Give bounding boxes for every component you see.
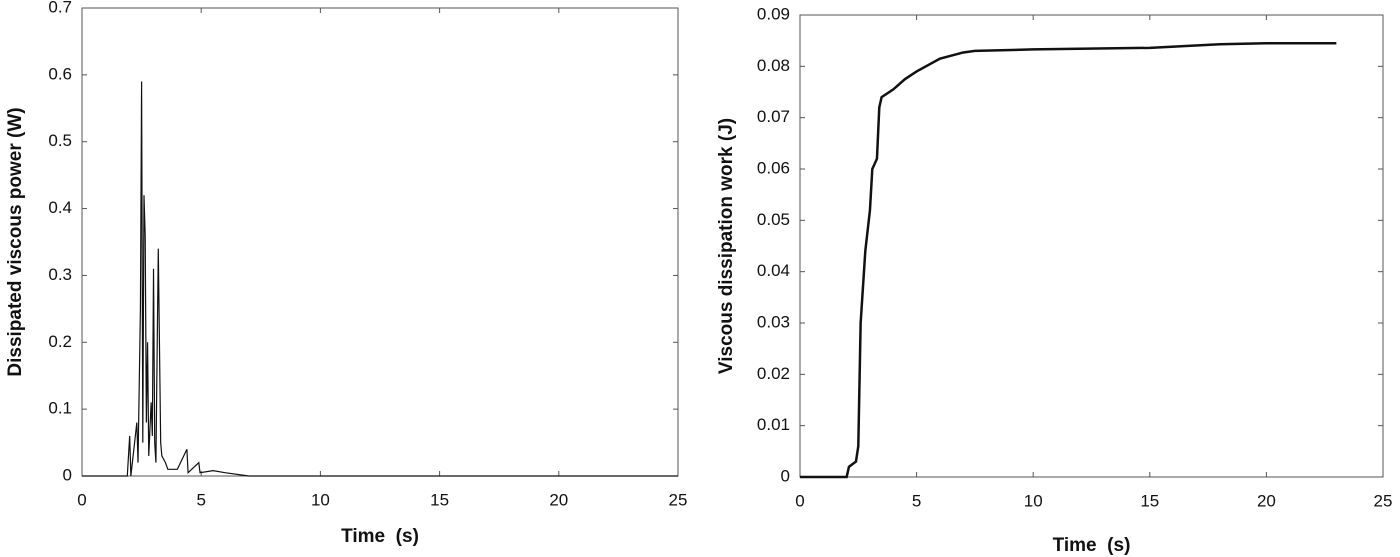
y-tick-label: 0 (781, 466, 790, 485)
x-tick-label: 0 (77, 490, 86, 509)
x-tick-label: 5 (912, 491, 921, 510)
y-tick-label: 0.1 (48, 399, 72, 418)
data-line (800, 41, 1337, 479)
x-axis-label: Time (s) (1053, 535, 1131, 556)
y-tick-label: 0.04 (757, 261, 790, 280)
plot-frame (81, 7, 679, 477)
y-tick-label: 0 (63, 465, 72, 484)
plot-frame (799, 14, 1384, 478)
x-tick-label: 10 (311, 490, 330, 509)
y-axis-label: Dissipated viscous power (W) (5, 107, 26, 376)
y-tick-label: 0.07 (757, 107, 790, 126)
y-tick-label: 0.2 (48, 332, 72, 351)
y-tick-label: 0.3 (48, 265, 72, 284)
y-tick-label: 0.6 (48, 64, 72, 83)
x-tick-label: 20 (549, 490, 568, 509)
x-tick-label: 25 (1374, 491, 1393, 510)
y-tick-label: 0.06 (757, 158, 790, 177)
y-axis-label: Viscous dissipation work (J) (716, 118, 737, 374)
y-tick-label: 0.02 (757, 364, 790, 383)
y-tick-label: 0.09 (757, 4, 790, 23)
x-tick-label: 20 (1257, 491, 1276, 510)
x-tick-label: 15 (430, 490, 449, 509)
y-tick-label: 0.05 (757, 210, 790, 229)
y-tick-label: 0.01 (757, 415, 790, 434)
y-tick-label: 0.4 (48, 198, 72, 217)
x-tick-label: 15 (1140, 491, 1159, 510)
y-tick-label: 0.03 (757, 312, 790, 331)
y-tick-label: 0.7 (48, 0, 72, 16)
x-axis-label: Time (s) (341, 526, 419, 547)
x-tick-label: 10 (1024, 491, 1043, 510)
data-line (82, 81, 678, 477)
x-tick-label: 25 (669, 490, 688, 509)
y-tick-label: 0.5 (48, 131, 72, 150)
y-tick-label: 0.08 (757, 56, 790, 75)
x-tick-label: 5 (196, 490, 205, 509)
x-tick-label: 0 (795, 491, 804, 510)
